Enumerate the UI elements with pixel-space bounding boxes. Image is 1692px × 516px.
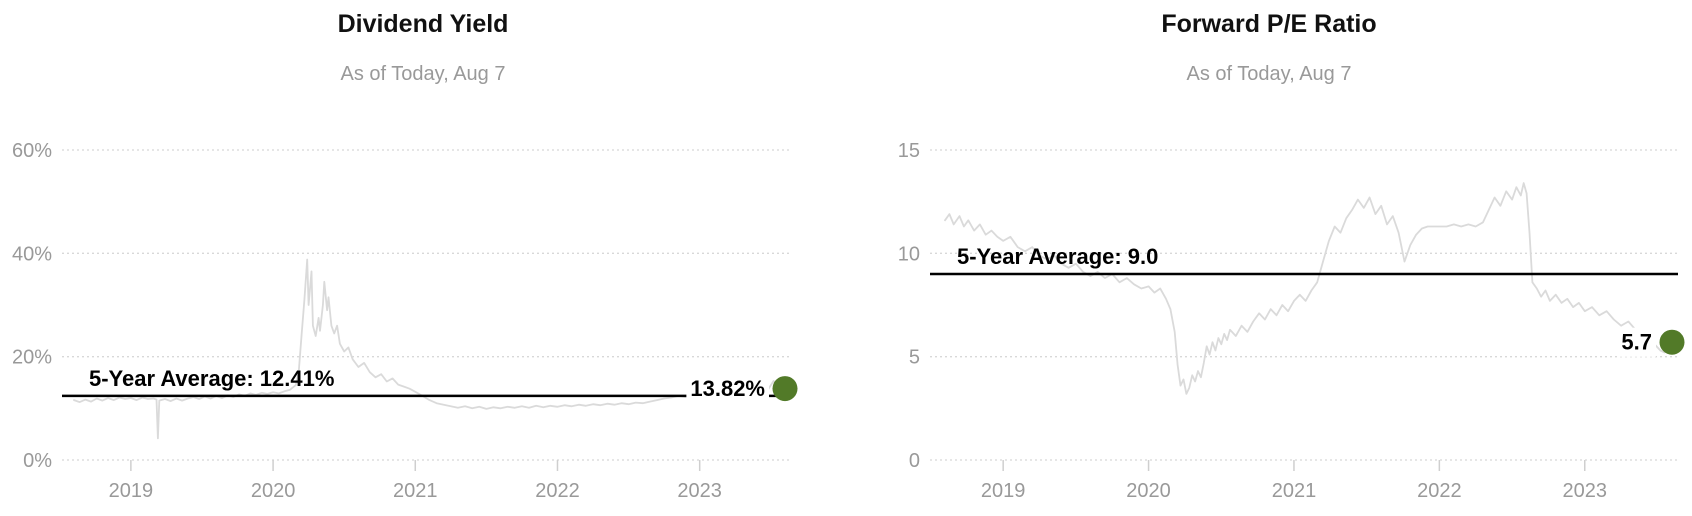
current-value-label-bg xyxy=(686,374,769,404)
average-label: 5-Year Average: 9.0 xyxy=(957,244,1158,269)
y-tick-label: 10 xyxy=(898,243,920,265)
x-tick-label: 2020 xyxy=(251,480,296,502)
series-line xyxy=(944,182,1673,395)
chart-title: Dividend Yield xyxy=(337,10,509,38)
forward-pe-chart: Forward P/E Ratio As of Today, Aug 7 0 5 1… xyxy=(846,0,1692,516)
dividend-yield-chart: Dividend Yield As of Today, Aug 7 0% 20% 4… xyxy=(0,0,846,516)
chart-subtitle: As of Today, Aug 7 xyxy=(1186,63,1352,85)
y-tick-label: 20% xyxy=(12,347,52,369)
dividend-yield-plot[interactable]: 0% 20% 40% 60% 2019 2020 2021 2022 2023 5-Year Av… xyxy=(0,0,846,516)
x-tick-label: 2023 xyxy=(1563,480,1608,502)
chart-subtitle: As of Today, Aug 7 xyxy=(340,63,506,85)
x-tick-label: 2020 xyxy=(1126,480,1171,502)
current-point-marker[interactable] xyxy=(1659,329,1685,355)
series-line xyxy=(73,258,786,440)
x-tick-label: 2019 xyxy=(981,480,1026,502)
current-value-label: 5.7 xyxy=(1621,330,1652,355)
y-tick-label: 40% xyxy=(12,243,52,265)
x-tick-label: 2021 xyxy=(393,480,438,502)
x-tick-label: 2022 xyxy=(1417,480,1462,502)
current-value-label: 13.82% xyxy=(690,376,765,401)
x-tick-label: 2023 xyxy=(677,480,722,502)
y-tick-label: 0% xyxy=(23,450,52,472)
y-tick-label: 5 xyxy=(909,347,920,369)
forward-pe-plot[interactable]: 0 5 10 15 2019 2020 2021 2022 2023 5-Year Average… xyxy=(846,0,1692,516)
y-tick-label: 15 xyxy=(898,140,920,162)
current-point-marker[interactable] xyxy=(772,376,798,402)
average-label: 5-Year Average: 12.41% xyxy=(89,366,334,391)
current-value-label-bg xyxy=(1617,327,1656,357)
y-tick-label: 60% xyxy=(12,140,52,162)
x-tick-label: 2022 xyxy=(535,480,580,502)
chart-title: Forward P/E Ratio xyxy=(1161,10,1377,38)
y-tick-label: 0 xyxy=(909,450,920,472)
x-tick-label: 2019 xyxy=(109,480,154,502)
x-tick-label: 2021 xyxy=(1272,480,1317,502)
